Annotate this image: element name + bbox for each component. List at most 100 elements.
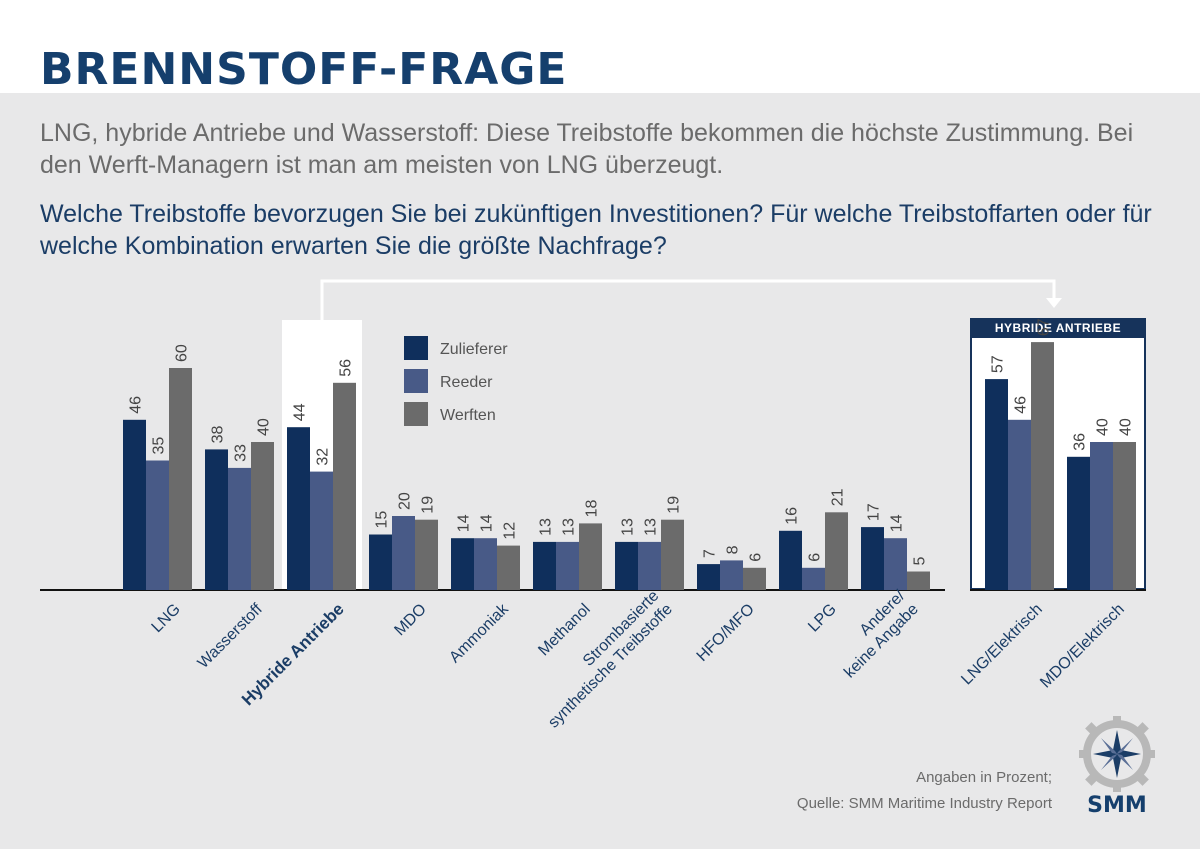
legend-swatch-reeder xyxy=(404,369,428,393)
data-label-mdo-werften: 19 xyxy=(420,496,437,514)
category-label-lpg: LPG xyxy=(805,601,840,636)
connector-arrowhead xyxy=(1046,298,1062,308)
data-label-ammoniak-werften: 12 xyxy=(502,522,519,540)
data-label-lng-reeder: 35 xyxy=(151,437,168,455)
legend-swatch-werften xyxy=(404,402,428,426)
bar-strombasierte-synthetische-treibstoffe-zulieferer xyxy=(615,541,638,590)
bar-mdo-werften xyxy=(415,519,438,590)
data-label-lpg-reeder: 6 xyxy=(807,553,824,562)
data-label-andere-keine-angabe-zulieferer: 17 xyxy=(866,503,883,521)
bar-wasserstoff-zulieferer xyxy=(205,449,228,590)
footnote-unit: Angaben in Prozent; xyxy=(916,769,1052,786)
logo-text: SMM xyxy=(1087,793,1147,818)
data-label-hfo-mfo-zulieferer: 7 xyxy=(702,549,719,558)
category-label-line: HFO/MFO xyxy=(694,601,758,665)
bar-andere-keine-angabe-zulieferer xyxy=(861,527,884,590)
subtitle: LNG, hybride Antriebe und Wasserstoff: D… xyxy=(40,119,1134,179)
bar-strombasierte-synthetische-treibstoffe-werften xyxy=(661,519,684,590)
inset-bar-mdo-elektrisch-zulieferer xyxy=(1067,456,1090,590)
inset-data-label-lng-elektrisch-reeder: 46 xyxy=(1013,396,1030,414)
bar-hybride-antriebe-zulieferer xyxy=(287,427,310,590)
data-label-hybride-antriebe-zulieferer: 44 xyxy=(292,403,309,421)
bar-methanol-zulieferer xyxy=(533,541,556,590)
survey-question: Welche Treibstoffe bevorzugen Sie bei zu… xyxy=(40,200,1152,260)
bar-methanol-werften xyxy=(579,523,602,590)
data-label-hybride-antriebe-werften: 56 xyxy=(338,359,355,377)
inset-data-label-mdo-elektrisch-reeder: 40 xyxy=(1095,418,1112,436)
category-label-wasserstoff: Wasserstoff xyxy=(195,600,267,672)
bar-lpg-werften xyxy=(825,512,848,590)
data-label-hybride-antriebe-reeder: 32 xyxy=(315,448,332,466)
inset-data-label-mdo-elektrisch-werften: 40 xyxy=(1118,418,1135,436)
bar-lng-zulieferer xyxy=(123,419,146,590)
inset-bar-mdo-elektrisch-reeder xyxy=(1090,442,1113,590)
bar-ammoniak-werften xyxy=(497,545,520,590)
inset-data-label-lng-elektrisch-zulieferer: 57 xyxy=(990,355,1007,373)
inset-category-label-line: LNG/Elektrisch xyxy=(958,601,1045,688)
data-label-andere-keine-angabe-reeder: 14 xyxy=(889,514,906,532)
data-label-hfo-mfo-reeder: 8 xyxy=(725,545,742,554)
compass-icon xyxy=(1093,730,1141,778)
bar-andere-keine-angabe-werften xyxy=(907,571,930,590)
inset-panel-title: HYBRIDE ANTRIEBE xyxy=(970,318,1146,338)
data-label-wasserstoff-reeder: 33 xyxy=(233,444,250,462)
category-label-line: MDO xyxy=(391,601,429,639)
data-label-strombasierte-synthetische-treibstoffe-zulieferer: 13 xyxy=(620,518,637,536)
bar-ammoniak-zulieferer xyxy=(451,538,474,590)
bar-lpg-reeder xyxy=(802,567,825,590)
bar-wasserstoff-reeder xyxy=(228,467,251,590)
category-label-methanol: Methanol xyxy=(535,601,594,660)
data-label-methanol-werften: 18 xyxy=(584,500,601,518)
legend-label-zulieferer: Zulieferer xyxy=(440,341,508,358)
bar-andere-keine-angabe-reeder xyxy=(884,538,907,590)
bar-hybride-antriebe-reeder xyxy=(310,471,333,590)
data-label-lpg-werften: 21 xyxy=(830,488,847,506)
category-label-ammoniak: Ammoniak xyxy=(446,600,512,666)
inset-category-label-lng-elektrisch: LNG/Elektrisch xyxy=(958,601,1045,688)
bar-mdo-zulieferer xyxy=(369,534,392,590)
data-label-lpg-zulieferer: 16 xyxy=(784,507,801,525)
header-band xyxy=(0,0,1200,93)
data-label-methanol-reeder: 13 xyxy=(561,518,578,536)
data-label-wasserstoff-zulieferer: 38 xyxy=(210,426,227,444)
inset-bar-mdo-elektrisch-werften xyxy=(1113,442,1136,590)
data-label-andere-keine-angabe-werften: 5 xyxy=(912,557,929,566)
bar-methanol-reeder xyxy=(556,541,579,590)
bar-lng-werften xyxy=(169,368,192,590)
smm-logo: SMM xyxy=(1079,716,1155,818)
category-label-line: LNG xyxy=(149,601,184,636)
category-label-strombasierte-synthetische-treibstoffe: Strombasiertesynthetische Treibstoffe xyxy=(532,587,676,731)
data-label-mdo-reeder: 20 xyxy=(397,492,414,510)
source-note: Angaben in Prozent; Quelle: SMM Maritime… xyxy=(797,765,1052,817)
legend-label-reeder: Reeder xyxy=(440,374,493,391)
category-label-hfo-mfo: HFO/MFO xyxy=(694,601,758,665)
data-label-strombasierte-synthetische-treibstoffe-reeder: 13 xyxy=(643,518,660,536)
data-label-mdo-zulieferer: 15 xyxy=(374,511,391,529)
category-label-line: Ammoniak xyxy=(446,600,512,666)
category-label-line: Methanol xyxy=(535,601,594,660)
footnote-source: Quelle: SMM Maritime Industry Report xyxy=(796,795,1052,812)
bar-hfo-mfo-reeder xyxy=(720,560,743,590)
bar-mdo-reeder xyxy=(392,516,415,590)
inset-data-label-lng-elektrisch-werften: 67 xyxy=(1036,318,1053,336)
bar-lpg-zulieferer xyxy=(779,530,802,590)
page-title: BRENNSTOFF-FRAGE xyxy=(40,44,568,95)
category-label-mdo: MDO xyxy=(391,601,429,639)
inset-bar-lng-elektrisch-reeder xyxy=(1008,419,1031,590)
legend-swatch-zulieferer xyxy=(404,336,428,360)
bar-wasserstoff-werften xyxy=(251,442,274,590)
data-label-wasserstoff-werften: 40 xyxy=(256,418,273,436)
inset-category-label-mdo-elektrisch: MDO/Elektrisch xyxy=(1037,601,1128,692)
bar-hfo-mfo-werften xyxy=(743,567,766,590)
connector-line xyxy=(320,279,1056,320)
bar-strombasierte-synthetische-treibstoffe-reeder xyxy=(638,541,661,590)
data-label-lng-zulieferer: 46 xyxy=(128,396,145,414)
data-label-strombasierte-synthetische-treibstoffe-werften: 19 xyxy=(666,496,683,514)
inset-bar-lng-elektrisch-zulieferer xyxy=(985,379,1008,590)
category-label-andere-keine-angabe: Andere/keine Angabe xyxy=(828,587,922,681)
data-label-lng-werften: 60 xyxy=(174,344,191,362)
legend-label-werften: Werften xyxy=(440,407,496,424)
category-label-line: Wasserstoff xyxy=(195,600,267,672)
data-label-ammoniak-zulieferer: 14 xyxy=(456,514,473,532)
category-label-line: LPG xyxy=(805,601,840,636)
